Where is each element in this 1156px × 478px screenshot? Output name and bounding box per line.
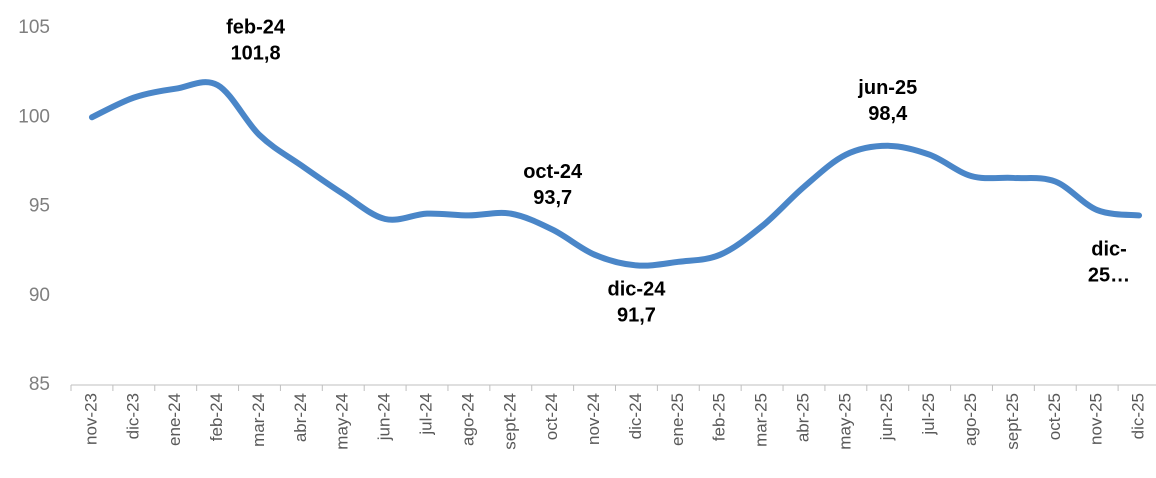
x-tick-label: oct-25 <box>1045 393 1064 440</box>
x-tick-label: nov-23 <box>81 393 100 445</box>
x-tick-label: oct-24 <box>542 393 561 440</box>
line <box>88 79 1143 269</box>
x-tick-label: mar-25 <box>752 393 771 447</box>
x-tick-label: feb-24 <box>207 393 226 441</box>
x-tick-label: jun-25 <box>877 393 896 441</box>
x-tick-label: jul-25 <box>919 393 938 436</box>
x-tick-label: dic-23 <box>123 393 142 439</box>
data-label-category: dic-24 <box>608 279 667 301</box>
x-tick-label: feb-25 <box>710 393 729 441</box>
x-tick-label: nov-24 <box>584 393 603 445</box>
y-tick-label: 95 <box>29 196 50 217</box>
x-tick-label: dic-24 <box>626 393 645 439</box>
x-tick-label: abr-25 <box>793 393 812 442</box>
y-tick-label: 90 <box>29 285 50 306</box>
x-tick-label: ago-24 <box>458 393 477 446</box>
data-label: 98,4 <box>868 103 908 125</box>
data-label-category: jun-25 <box>857 77 917 99</box>
y-tick-label: 105 <box>18 17 50 38</box>
x-tick-label: nov-25 <box>1087 393 1106 445</box>
data-label-category: feb-24 <box>226 16 286 38</box>
x-tick-label: jul-24 <box>417 393 436 436</box>
x-tick-label: sept-24 <box>500 393 519 450</box>
x-tick-label: mar-24 <box>249 393 268 447</box>
data-label: 91,7 <box>617 305 656 327</box>
x-tick-label: abr-24 <box>291 393 310 442</box>
x-tick-label: may-25 <box>835 393 854 450</box>
x-tick-label: may-24 <box>333 393 352 450</box>
x-tick-label: ene-25 <box>668 393 687 446</box>
x-tick-label: ene-24 <box>165 393 184 446</box>
x-tick-label: dic-25 <box>1129 393 1148 439</box>
data-label: 101,8 <box>231 42 281 64</box>
data-label: 93,7 <box>533 187 572 209</box>
y-tick-label: 85 <box>29 374 50 395</box>
x-tick-label: sept-25 <box>1003 393 1022 450</box>
x-tick-label: ago-25 <box>961 393 980 446</box>
annotation: dic- <box>1091 239 1127 261</box>
y-tick-label: 100 <box>18 106 50 127</box>
annotation: 25… <box>1088 265 1130 287</box>
data-label-category: oct-24 <box>523 161 583 183</box>
x-tick-label: jun-24 <box>375 393 394 441</box>
